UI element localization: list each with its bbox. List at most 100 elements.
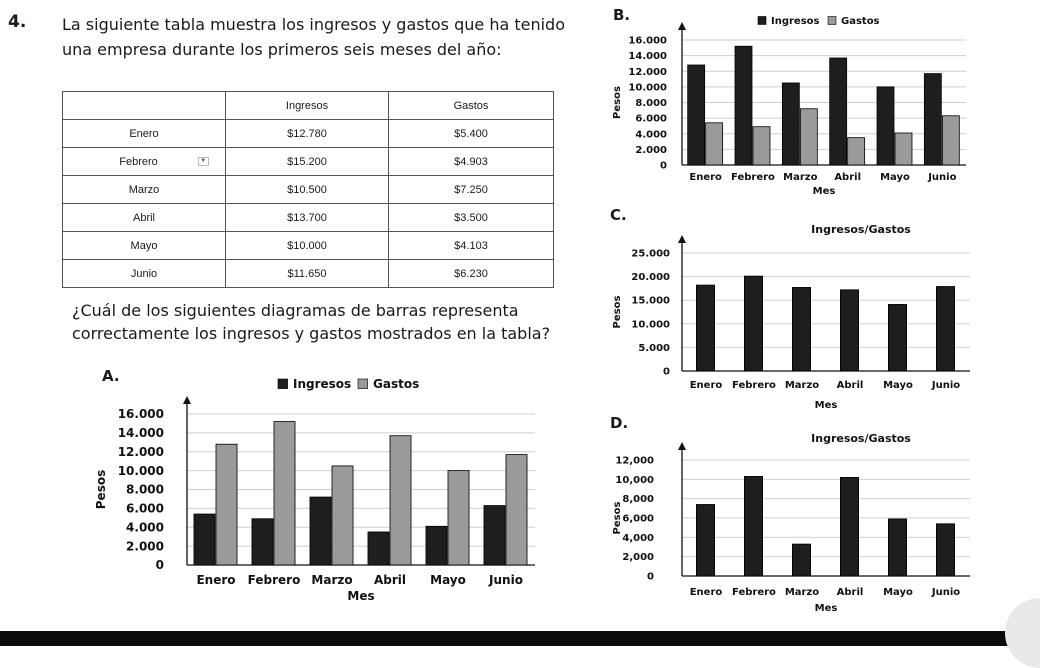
bottom-bar	[0, 631, 1040, 646]
bar-ingresos-gastos	[743, 275, 763, 372]
x-tick-label: Mayo	[430, 573, 466, 587]
y-tick-label: 8,000	[622, 494, 654, 505]
table-row: Marzo $10.500 $7.250	[62, 175, 554, 204]
question-prompt: ¿Cuál de los siguientes diagramas de bar…	[72, 301, 551, 343]
x-tick-label: Enero	[690, 587, 723, 598]
y-tick-label: 25.000	[631, 249, 670, 260]
chart-b: 0 2.000 4.000 6.000 8.000 10.000 12.000 14.000 1…	[612, 16, 966, 197]
table-cell-gastos: $4.103	[388, 231, 554, 260]
table-row: Abril $13.700 $3.500	[62, 203, 554, 232]
legend-label-ingresos: Ingresos	[771, 16, 820, 27]
bar-gastos	[505, 454, 528, 566]
bar-ingresos-gastos	[839, 477, 859, 577]
x-tick-label: Abril	[374, 573, 406, 587]
y-tick-label: 14.000	[628, 51, 667, 62]
bar-gastos	[799, 108, 818, 166]
bar-ingresos	[309, 496, 332, 566]
bar-gastos	[215, 443, 238, 566]
y-tick-label: 6.000	[126, 502, 164, 516]
bar-ingresos-gastos	[696, 284, 716, 372]
bar-ingresos	[781, 82, 800, 166]
table-cell-ingresos: $10.500	[225, 175, 389, 204]
bar-gastos	[273, 421, 296, 566]
y-tick-label: 10.000	[628, 82, 667, 93]
y-tick-label: 10,000	[615, 475, 654, 486]
y-tick-label: 0	[647, 572, 654, 583]
y-axis-arrow-icon	[678, 235, 686, 243]
y-axis-arrow-icon	[678, 22, 686, 30]
chart-title: Ingresos/Gastos	[811, 223, 911, 236]
y-tick-label: 12,000	[615, 456, 654, 467]
bar-ingresos	[829, 57, 848, 166]
y-tick-label: 8.000	[126, 483, 164, 497]
question-text: La siguiente tabla muestra los ingresos …	[62, 15, 565, 59]
bar-ingresos-gastos	[839, 289, 859, 372]
table-row: Mayo $10.000 $4.103	[62, 231, 554, 260]
table-row: Junio $11.650 $6.230	[62, 259, 554, 288]
y-axis-label: Pesos	[612, 86, 623, 119]
bar-ingresos	[876, 86, 895, 166]
bar-gastos	[447, 470, 470, 566]
table-row: Enero $12.780 $5.400	[62, 119, 554, 148]
y-tick-label: 0	[663, 367, 670, 378]
legend-label-gastos: Gastos	[841, 16, 880, 27]
x-tick-label: Junio	[927, 172, 956, 183]
legend-swatch-ingresos	[277, 378, 288, 389]
y-tick-label: 4.000	[635, 129, 667, 140]
chart-a: 0 2.000 4.000 6.000 8.000 10.000 12.000 14.000 1…	[94, 377, 535, 603]
corner-shape	[1005, 598, 1040, 668]
table-cell-month: Junio	[62, 259, 226, 288]
question-number: 4.	[8, 12, 27, 32]
y-tick-label: 16.000	[628, 36, 667, 47]
x-tick-label: Abril	[834, 172, 861, 183]
legend-label-ingresos: Ingresos	[293, 377, 351, 391]
table-cell-gastos: $4.903	[388, 147, 554, 176]
bar-ingresos-gastos	[743, 476, 763, 577]
x-tick-label: Marzo	[785, 380, 819, 391]
legend-swatch-ingresos	[757, 16, 767, 25]
x-tick-label: Febrero	[732, 380, 776, 391]
table-cell-month: Abril	[62, 203, 226, 232]
legend-label-gastos: Gastos	[373, 377, 419, 391]
bar-gastos	[331, 465, 354, 566]
x-axis-label: Mes	[815, 400, 838, 411]
bar-ingresos-gastos	[887, 304, 907, 372]
y-tick-label: 15.000	[631, 296, 670, 307]
x-tick-label: Marzo	[311, 573, 352, 587]
bar-ingresos	[734, 45, 753, 166]
x-tick-label: Abril	[837, 380, 864, 391]
y-tick-label: 8.000	[635, 98, 667, 109]
x-tick-label: Febrero	[732, 587, 776, 598]
bar-ingresos	[193, 513, 216, 566]
table-cell-ingresos: $15.200	[225, 147, 389, 176]
chart-c-letter: C.	[610, 206, 627, 224]
chart-d: 0 2,000 4,000 6,000 8,000 10,000 12,000 Enero Fe…	[612, 432, 970, 614]
bar-ingresos-gastos	[887, 518, 907, 577]
y-axis-arrow-icon	[678, 442, 686, 450]
y-tick-label: 6,000	[622, 514, 654, 525]
table-cell-month[interactable]: Febrero ▼	[62, 147, 226, 176]
y-tick-label: 5.000	[638, 343, 670, 354]
bar-gastos	[752, 126, 771, 166]
x-axis-label: Mes	[347, 589, 374, 603]
table-cell-ingresos: $10.000	[225, 231, 389, 260]
y-tick-label: 2.000	[126, 539, 164, 553]
x-axis-label: Mes	[815, 603, 838, 614]
y-axis-label: Pesos	[612, 502, 623, 535]
y-axis-label: Pesos	[612, 296, 623, 329]
table-header-ingresos: Ingresos	[225, 91, 389, 120]
x-tick-label: Junio	[931, 587, 960, 598]
table-cell-month: Enero	[62, 119, 226, 148]
y-tick-label: 4.000	[126, 520, 164, 534]
table-cell-ingresos: $12.780	[225, 119, 389, 148]
bar-ingresos-gastos	[791, 287, 811, 372]
table-row: Febrero ▼ $15.200 $4.903	[62, 147, 554, 176]
bar-ingresos	[923, 73, 942, 166]
x-tick-label: Enero	[196, 573, 235, 587]
table-header-cell	[62, 91, 226, 120]
x-tick-label: Mayo	[883, 380, 913, 391]
y-tick-label: 0	[660, 161, 667, 172]
dropdown-arrow-icon[interactable]: ▼	[197, 157, 209, 167]
table-cell-ingresos: $11.650	[225, 259, 389, 288]
bar-ingresos-gastos	[935, 286, 955, 372]
